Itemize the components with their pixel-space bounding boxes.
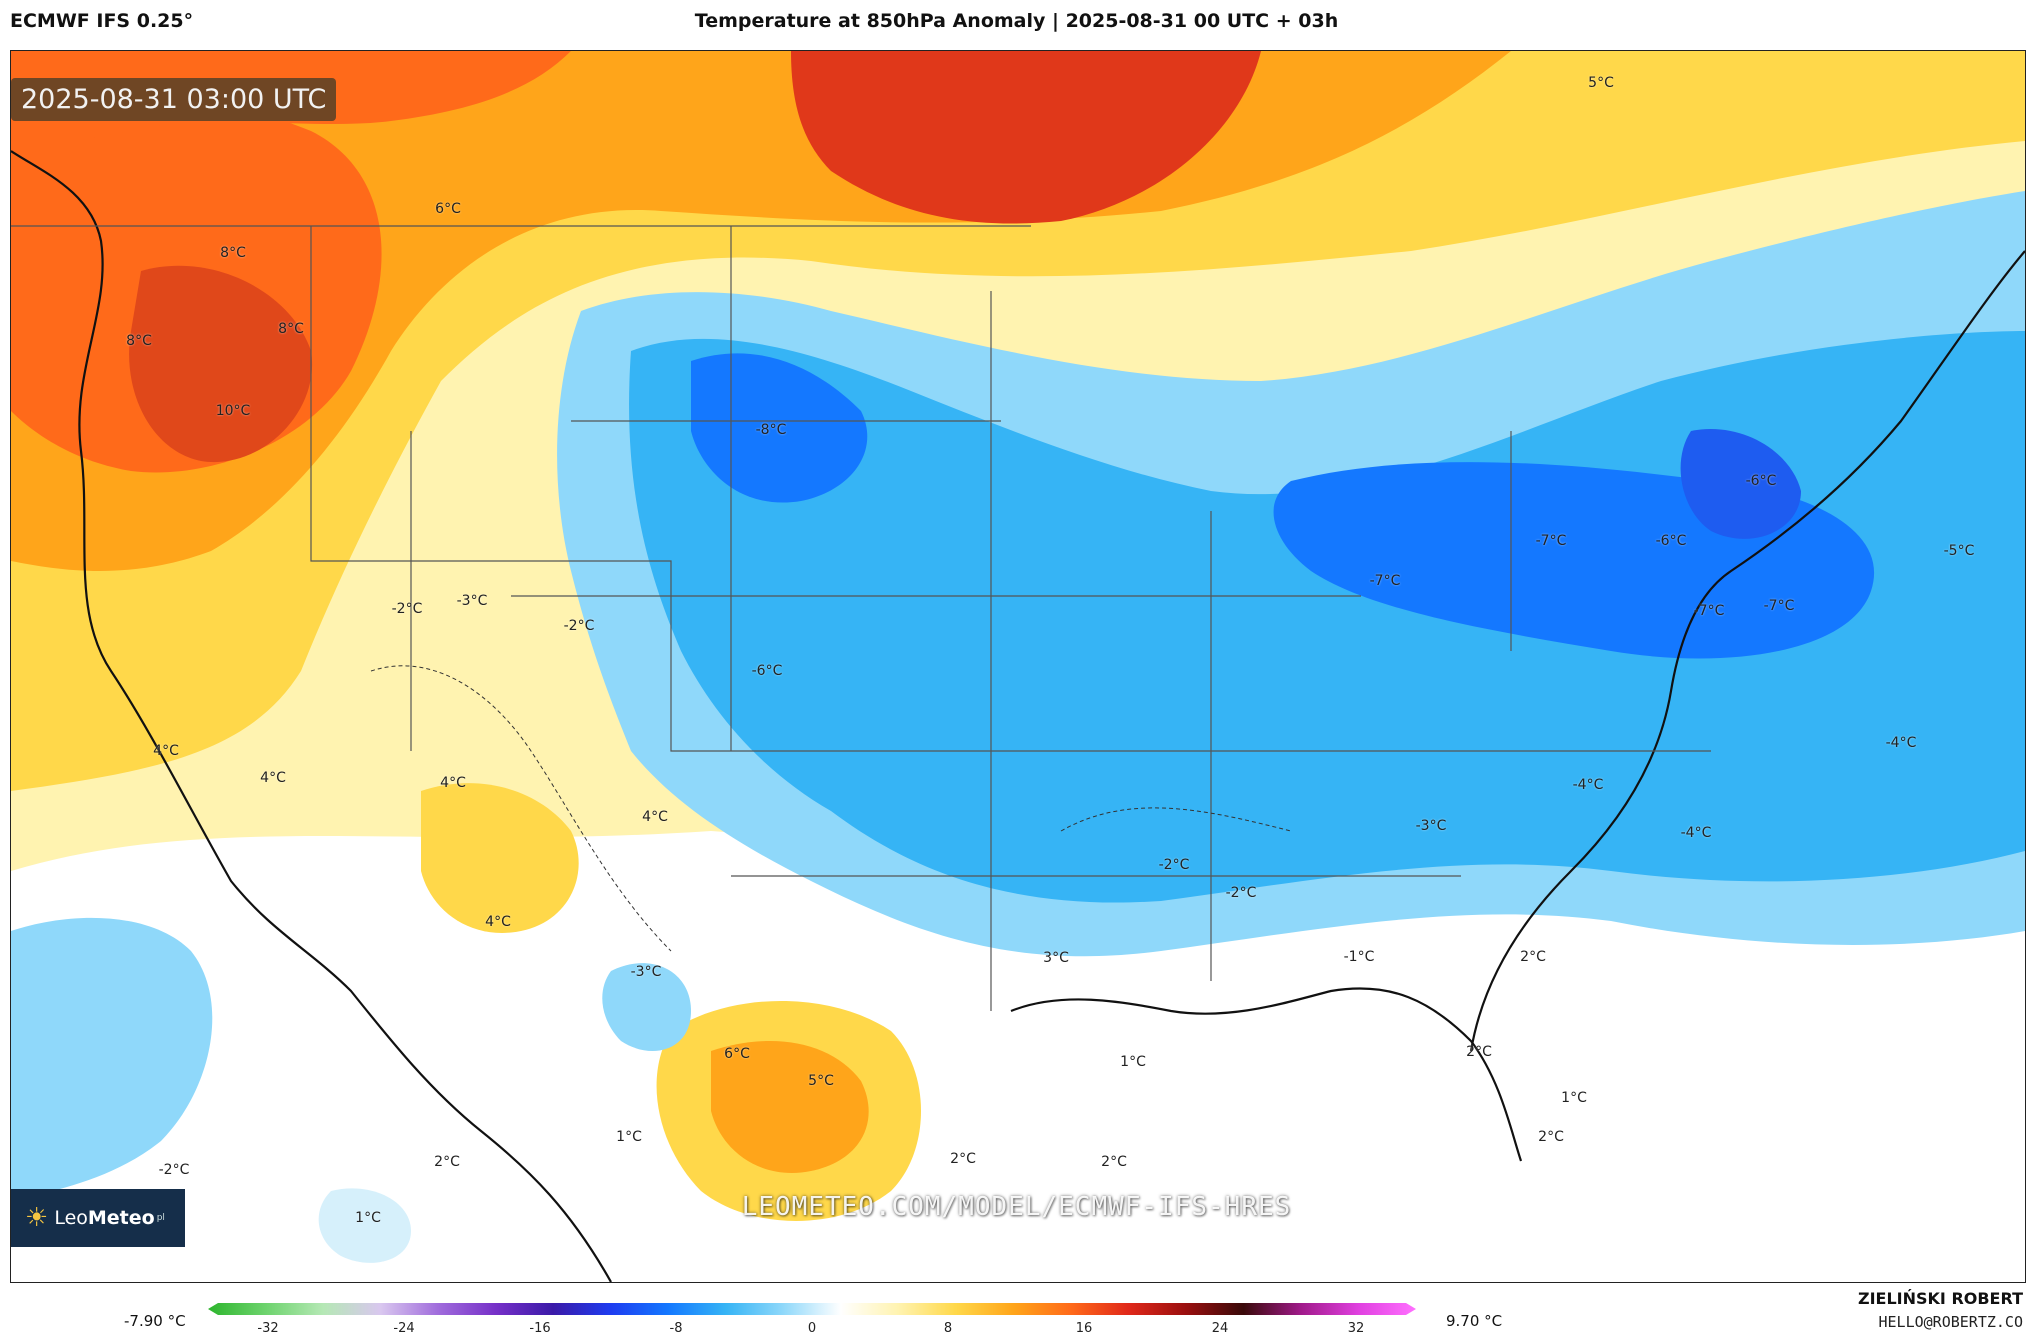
colorbar-tick-label: 24 — [1211, 1321, 1229, 1336]
isotherm-label: 4°C — [642, 809, 668, 825]
author-email[interactable]: HELLO@ROBERTZ.CO — [1878, 1313, 2024, 1331]
isotherm-label: 2°C — [1466, 1044, 1492, 1060]
isotherm-label: -7°C — [1369, 573, 1401, 589]
isotherm-label: -7°C — [1693, 603, 1725, 619]
anomaly-field — [11, 51, 2025, 1282]
colorbar-tick-label: -24 — [393, 1321, 415, 1336]
weather-map[interactable]: 2025-08-31 03:00 UTC 6°C 8°C 8°C 8°C 10°C 5°C… — [10, 50, 2026, 1283]
isotherm-label: -2°C — [1158, 857, 1190, 873]
isotherm-label: 4°C — [260, 770, 286, 786]
isotherm-label: -2°C — [1225, 885, 1257, 901]
isotherm-label: 5°C — [1588, 75, 1614, 91]
colorbar-tick-label: 32 — [1347, 1321, 1365, 1336]
legend-min-label: -7.90 °C — [124, 1312, 186, 1330]
isotherm-label: -3°C — [456, 593, 488, 609]
isotherm-label: 8°C — [278, 321, 304, 337]
isotherm-label: 4°C — [153, 743, 179, 759]
colorbar — [208, 1303, 1416, 1315]
isotherm-label: -8°C — [755, 422, 787, 438]
author-credit: ZIELIŃSKI ROBERT — [1857, 1289, 2023, 1308]
isotherm-label: -1°C — [1343, 949, 1375, 965]
isotherm-label: 2°C — [1520, 949, 1546, 965]
isotherm-label: 10°C — [215, 403, 251, 419]
leometeo-logo[interactable]: ☀ Leo Meteo pl — [11, 1189, 185, 1247]
isotherm-label: -6°C — [1655, 533, 1687, 549]
isotherm-label: -7°C — [1763, 598, 1795, 614]
isotherm-label: -5°C — [1943, 543, 1975, 559]
watermark-url: LEOMETEO.COM/MODEL/ECMWF-IFS-HRES — [741, 1192, 1292, 1222]
timestamp-badge: 2025-08-31 03:00 UTC — [11, 78, 337, 121]
isotherm-label: 8°C — [220, 245, 246, 261]
isotherm-label: 3°C — [1043, 950, 1069, 966]
isotherm-label: -2°C — [158, 1162, 190, 1178]
colorbar-tick-label: -16 — [529, 1321, 551, 1336]
isotherm-label: -4°C — [1572, 777, 1604, 793]
isotherm-label: 5°C — [808, 1073, 834, 1089]
isotherm-label: 2°C — [434, 1154, 460, 1170]
isotherm-label: 1°C — [1561, 1090, 1587, 1106]
colorbar-tick-label: 0 — [807, 1321, 817, 1336]
isotherm-label: -6°C — [751, 663, 783, 679]
isotherm-label: -4°C — [1885, 735, 1917, 751]
isotherm-label: -7°C — [1535, 533, 1567, 549]
isotherm-label: -2°C — [563, 618, 595, 634]
legend-max-label: 9.70 °C — [1446, 1312, 1503, 1330]
isotherm-label: 1°C — [616, 1129, 642, 1145]
isotherm-label: 6°C — [435, 201, 461, 217]
isotherm-label: -2°C — [391, 601, 423, 617]
colorbar-tick-label: -8 — [669, 1321, 683, 1336]
isotherm-label: 2°C — [1101, 1154, 1127, 1170]
logo-brand-bold: Meteo — [87, 1207, 155, 1229]
isotherm-label: 1°C — [355, 1210, 381, 1226]
chart-title: Temperature at 850hPa Anomaly | 2025-08-… — [694, 10, 1339, 32]
isotherm-label: 4°C — [485, 914, 511, 930]
isotherm-label: 6°C — [724, 1046, 750, 1062]
model-label: ECMWF IFS 0.25° — [10, 10, 194, 32]
isotherm-label: -4°C — [1680, 825, 1712, 841]
colorbar-tick-label: -32 — [257, 1321, 279, 1336]
isotherm-label: -3°C — [1415, 818, 1447, 834]
isotherm-label: 2°C — [1538, 1129, 1564, 1145]
isotherm-label: -6°C — [1745, 473, 1777, 489]
logo-suffix: pl — [156, 1213, 165, 1223]
isotherm-label: -3°C — [630, 964, 662, 980]
colorbar-tick-label: 8 — [943, 1321, 953, 1336]
sun-icon: ☀ — [25, 1203, 49, 1233]
isotherm-label: 2°C — [950, 1151, 976, 1167]
isotherm-label: 1°C — [1120, 1054, 1146, 1070]
colorbar-tick-label: 16 — [1075, 1321, 1093, 1336]
isotherm-label: 8°C — [126, 333, 152, 349]
logo-brand-light: Leo — [54, 1207, 88, 1229]
isotherm-label: 4°C — [440, 775, 466, 791]
